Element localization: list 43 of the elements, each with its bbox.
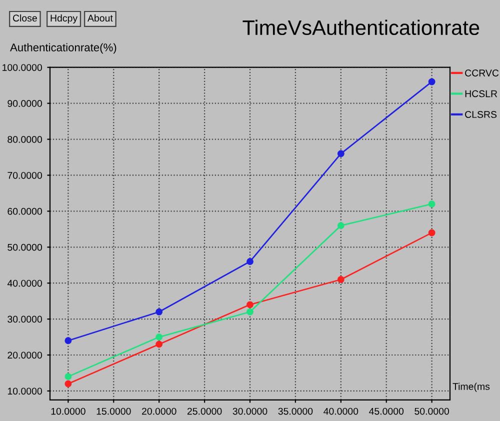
- y-tick-label: 40.0000: [7, 280, 42, 287]
- x-axis-title: Time(ms: [452, 382, 490, 392]
- point: [156, 340, 163, 348]
- x-tick-label: 10.0000: [51, 408, 86, 415]
- point: [64, 337, 72, 344]
- y-tick-label: 80.0000: [8, 136, 42, 143]
- point: [246, 308, 254, 316]
- x-tick-label: 45.0000: [369, 408, 404, 415]
- point: [337, 222, 344, 230]
- x-tick-label: 25.0000: [187, 408, 222, 415]
- legend-label: HCSLR: [465, 90, 498, 98]
- point: [246, 301, 254, 308]
- point: [246, 258, 254, 265]
- x-tick-label: 40.0000: [324, 408, 358, 415]
- y-tick-label: 90.0000: [8, 100, 42, 107]
- point: [156, 308, 163, 316]
- x-tick-label: 50.0000: [414, 408, 450, 415]
- y-tick-label: 70.0000: [8, 172, 42, 179]
- y-tick-label: 100.0000: [2, 64, 42, 71]
- x-tick-label: 35.0000: [278, 408, 313, 415]
- point: [337, 276, 344, 283]
- point: [337, 150, 344, 158]
- legend-label: CLSRS: [465, 111, 497, 118]
- point: [156, 334, 163, 340]
- point: [428, 78, 436, 86]
- point: [64, 380, 72, 388]
- legend-label: CCRVC: [465, 70, 499, 76]
- text: Close: [12, 14, 37, 22]
- point: [428, 229, 436, 236]
- x-tick-label: 15.0000: [96, 408, 131, 415]
- y-tick-label: 10.0000: [8, 388, 42, 395]
- text: About: [88, 14, 113, 22]
- y-tick-label: 30.0000: [8, 316, 42, 323]
- y-tick-label: 20.0000: [8, 352, 42, 359]
- point: [428, 200, 436, 208]
- x-tick-label: 20.0000: [142, 408, 176, 415]
- chart-title: TimeVsAuthenticationrate: [242, 20, 480, 36]
- y-axis-title: Authenticationrate(%): [10, 43, 116, 54]
- text: Hdcpy: [50, 14, 78, 24]
- y-tick-label: 60.0000: [8, 208, 42, 215]
- x-tick-label: 30.0000: [232, 408, 268, 415]
- y-tick-label: 50.0000: [8, 244, 42, 251]
- point: [64, 373, 72, 380]
